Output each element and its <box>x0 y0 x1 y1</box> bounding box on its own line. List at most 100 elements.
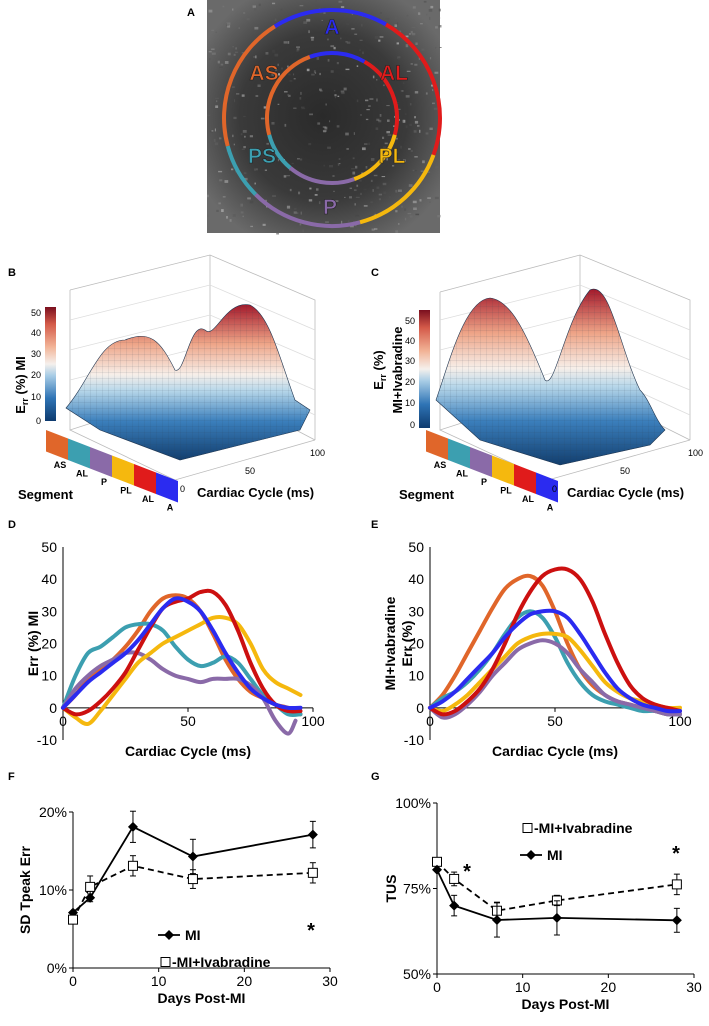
speckle <box>419 129 421 133</box>
x-tick-label: 50 <box>180 713 196 729</box>
speckle <box>291 162 294 165</box>
speckle <box>215 97 220 99</box>
colorbar-tick: 20 <box>31 370 41 380</box>
speckle <box>272 49 276 53</box>
speckle <box>356 184 359 187</box>
speckle <box>217 60 220 64</box>
speckle <box>346 148 349 150</box>
legend-marker <box>160 957 171 967</box>
speckle <box>298 191 301 195</box>
speckle <box>353 189 357 191</box>
speckle <box>406 14 409 17</box>
speckle <box>411 27 416 28</box>
legend-label: -MI+Ivabradine <box>534 820 633 836</box>
speckle <box>234 99 235 103</box>
speckle <box>334 94 337 97</box>
colorbar-tick: 10 <box>31 392 41 402</box>
speckle <box>336 62 339 65</box>
speckle <box>397 56 401 59</box>
speckle <box>414 116 416 119</box>
speckle <box>211 48 215 50</box>
y-tick-label: 30 <box>41 603 57 619</box>
colorbar <box>419 310 430 428</box>
speckle <box>303 21 308 24</box>
speckle <box>345 68 350 71</box>
speckle <box>438 8 441 12</box>
speckle <box>434 196 439 200</box>
x-tick: 50 <box>245 466 255 476</box>
colorbar-tick: 20 <box>405 377 415 387</box>
speckle <box>425 132 429 135</box>
speckle <box>334 200 339 202</box>
panel-b: B 50 40 30 20 10 0 Err (%) MI ASALPPLALA… <box>8 254 325 513</box>
speckle <box>242 215 244 218</box>
speckle <box>378 193 382 196</box>
speckle <box>378 39 381 42</box>
speckle <box>232 214 236 217</box>
speckle <box>306 68 310 72</box>
ring-segment <box>254 192 361 228</box>
speckle <box>233 53 236 56</box>
speckle <box>316 57 319 60</box>
speckle <box>229 219 232 222</box>
speckle <box>325 221 329 223</box>
speckle <box>254 26 259 30</box>
colorbar-ticks: 50 40 30 20 10 0 <box>405 316 415 430</box>
speckle <box>382 182 387 186</box>
x-tick-label: 20 <box>601 979 617 995</box>
speckle <box>405 44 409 48</box>
speckle <box>410 30 413 34</box>
x-tick-label: 30 <box>686 979 702 995</box>
speckle <box>283 175 287 178</box>
panel-letter-e: E <box>371 519 378 531</box>
speckle <box>295 212 299 214</box>
speckle <box>380 12 383 14</box>
speckle <box>226 22 231 25</box>
segment-swatch <box>46 430 68 460</box>
speckle <box>333 190 335 192</box>
x-tick-label: 30 <box>322 973 338 989</box>
speckle <box>255 95 259 97</box>
colorbar-tick: 40 <box>405 336 415 346</box>
segment-label: AL <box>522 494 534 504</box>
x-tick-label: 0 <box>69 973 77 989</box>
speckle <box>215 105 219 108</box>
segment-label: PL <box>120 486 132 496</box>
series-line <box>428 638 682 720</box>
ring-label: P <box>323 196 337 219</box>
speckle <box>211 29 215 31</box>
speckle <box>363 188 367 191</box>
speckle <box>283 41 288 44</box>
ring-segment <box>225 145 258 196</box>
speckle <box>381 176 386 178</box>
speckle <box>293 78 296 80</box>
speckle <box>258 3 261 7</box>
speckle <box>438 17 441 19</box>
segment-axis-title: Segment <box>399 487 455 502</box>
speckle <box>366 109 370 111</box>
ring-segment <box>309 51 366 64</box>
segment-strip: AS AL P PL AL A <box>426 430 558 513</box>
y-tick-label: 100% <box>395 795 431 811</box>
speckle <box>393 191 396 194</box>
speckle <box>373 174 378 177</box>
speckle <box>383 84 385 87</box>
inner-ring <box>265 51 399 185</box>
speckle <box>370 158 375 161</box>
speckle <box>413 130 417 133</box>
speckle <box>213 138 216 142</box>
y-tick-label: 20% <box>39 804 67 820</box>
speckle <box>287 41 290 44</box>
speckle <box>362 147 366 151</box>
speckle <box>232 134 234 138</box>
segment-swatch <box>156 472 178 503</box>
speckle <box>415 42 418 45</box>
speckle <box>214 128 216 132</box>
speckle <box>419 199 422 202</box>
speckle <box>222 5 225 8</box>
speckle <box>256 168 258 171</box>
speckle <box>327 59 330 62</box>
speckle <box>227 52 231 56</box>
speckle <box>396 42 399 45</box>
speckle <box>349 196 352 199</box>
